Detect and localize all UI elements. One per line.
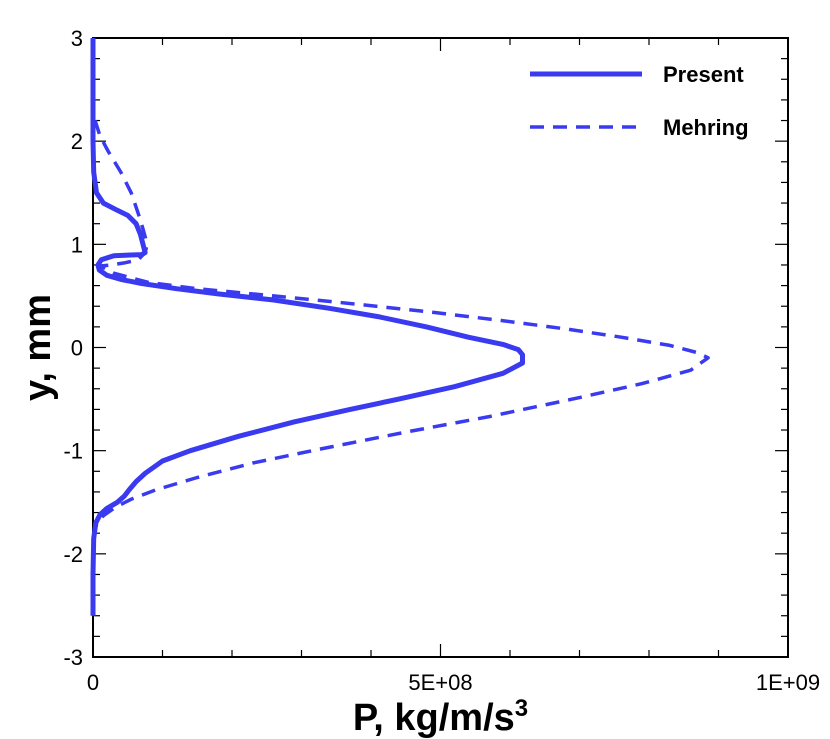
y-tick-label: -3 xyxy=(63,645,83,670)
x-axis: 0 5E+08 1E+09 xyxy=(87,38,820,695)
y-tick-label: 2 xyxy=(71,129,83,154)
y-tick-label: -1 xyxy=(63,439,83,464)
y-tick-label: 0 xyxy=(71,336,83,361)
series-layer xyxy=(90,38,710,616)
x-tick-label: 5E+08 xyxy=(408,670,472,695)
legend-label-mehring: Mehring xyxy=(663,115,749,140)
y-tick-label: 1 xyxy=(71,232,83,257)
series-line-present xyxy=(90,38,525,616)
series-line-mehring xyxy=(92,119,710,532)
legend-label-present: Present xyxy=(663,62,744,87)
y-axis-title: y, mm xyxy=(17,294,59,401)
y-tick-label: 3 xyxy=(71,26,83,51)
x-axis-title-text: P, kg/m/s xyxy=(353,697,515,739)
legend: Present Mehring xyxy=(530,62,749,140)
x-axis-title: P, kg/m/s3 xyxy=(353,695,528,739)
y-tick-label: -2 xyxy=(63,542,83,567)
x-axis-title-superscript: 3 xyxy=(515,695,528,722)
x-tick-label: 0 xyxy=(87,670,99,695)
y-axis: -3 -2 -1 0 1 2 3 xyxy=(63,26,788,670)
x-tick-label: 1E+09 xyxy=(756,670,820,695)
